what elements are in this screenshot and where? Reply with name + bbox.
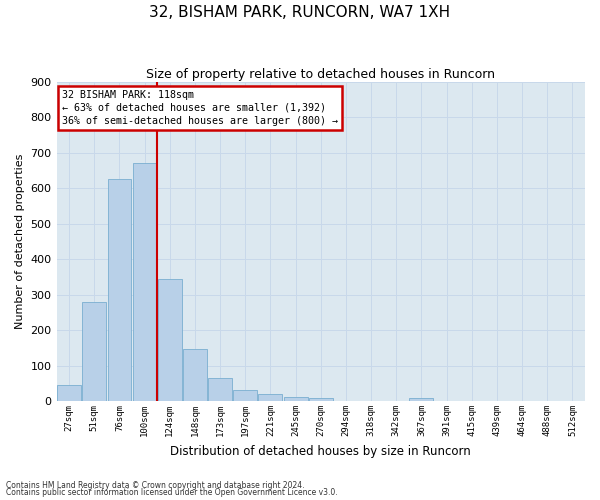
Text: Contains HM Land Registry data © Crown copyright and database right 2024.: Contains HM Land Registry data © Crown c… (6, 480, 305, 490)
Bar (133, 164, 157, 401)
Text: Contains public sector information licensed under the Open Government Licence v3: Contains public sector information licen… (6, 488, 338, 497)
Bar (284, 397, 308, 401)
Bar (107, 180, 131, 401)
Bar (82, 302, 106, 401)
Title: Size of property relative to detached houses in Runcorn: Size of property relative to detached ho… (146, 68, 495, 80)
Bar (158, 278, 182, 401)
Bar (409, 398, 433, 401)
Bar (309, 398, 333, 401)
Bar (259, 394, 283, 401)
Bar (57, 385, 81, 401)
Text: 32 BISHAM PARK: 118sqm
← 63% of detached houses are smaller (1,392)
36% of semi-: 32 BISHAM PARK: 118sqm ← 63% of detached… (62, 90, 338, 126)
Y-axis label: Number of detached properties: Number of detached properties (15, 154, 25, 329)
Bar (183, 348, 207, 401)
Bar (208, 378, 232, 401)
Bar (233, 390, 257, 401)
X-axis label: Distribution of detached houses by size in Runcorn: Distribution of detached houses by size … (170, 444, 471, 458)
Text: 32, BISHAM PARK, RUNCORN, WA7 1XH: 32, BISHAM PARK, RUNCORN, WA7 1XH (149, 5, 451, 20)
